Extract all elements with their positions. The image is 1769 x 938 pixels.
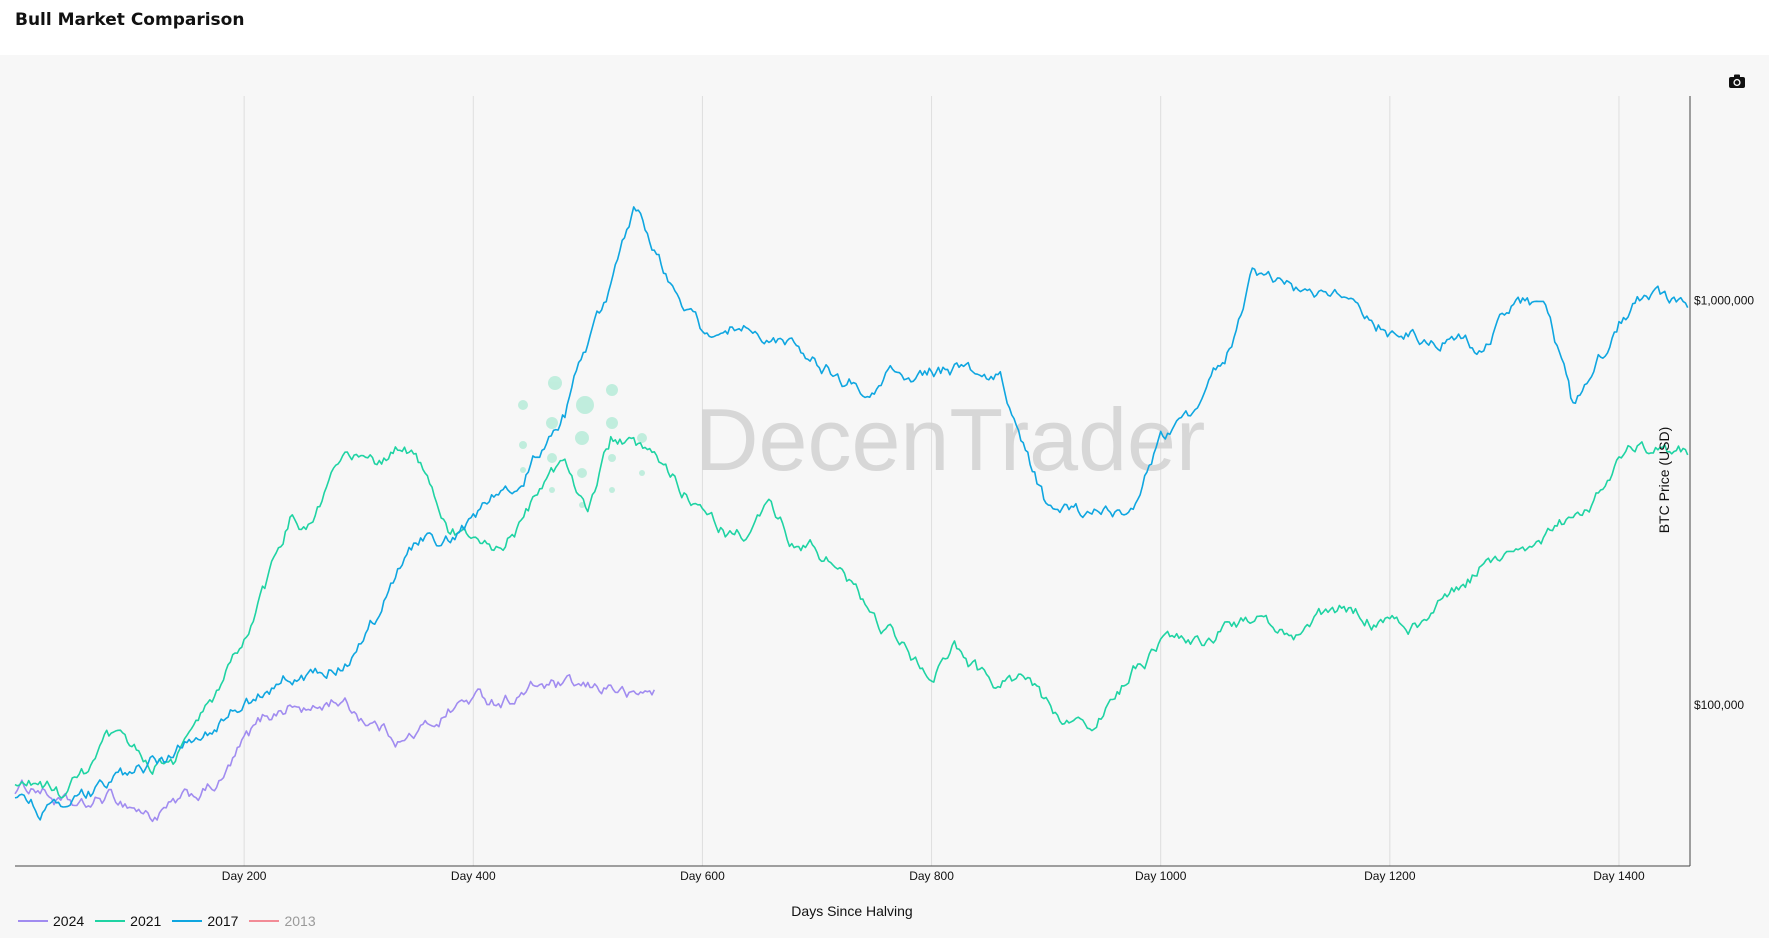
legend-swatch — [95, 920, 126, 922]
series-line-2024[interactable] — [14, 674, 656, 823]
x-tick-label: Day 1400 — [1593, 869, 1645, 883]
axes: Day 200 Day 400 Day 600 Day 800 Day 1000 Day … — [15, 96, 1754, 883]
page-title: Bull Market Comparison — [15, 10, 245, 30]
watermark: DecenTrader — [518, 376, 1205, 508]
y-tick-label: $100,000 — [1694, 698, 1744, 712]
legend-label: 2013 — [284, 913, 316, 929]
legend-label: 2024 — [53, 913, 85, 929]
legend-swatch — [18, 920, 48, 922]
legend: 2024 2021 2017 2013 — [18, 910, 327, 932]
header: Bull Market Comparison — [0, 0, 1769, 55]
legend-item-2013[interactable]: 2013 — [249, 913, 316, 929]
x-tick-label: Day 800 — [909, 869, 954, 883]
camera-icon-graphic — [1729, 74, 1745, 88]
series-line-2017[interactable] — [14, 206, 1689, 821]
series-line-2021[interactable] — [14, 435, 1689, 799]
legend-item-2021[interactable]: 2021 — [95, 913, 161, 929]
plot-background — [0, 55, 1769, 938]
legend-swatch — [249, 920, 280, 922]
y-tick-label: $1,000,000 — [1694, 293, 1754, 307]
watermark-text: DecenTrader — [695, 390, 1205, 489]
x-tick-label: Day 400 — [451, 869, 496, 883]
x-tick-label: Day 600 — [680, 869, 725, 883]
legend-item-2017[interactable]: 2017 — [172, 913, 238, 929]
legend-item-2024[interactable]: 2024 — [18, 913, 84, 929]
x-tick-label: Day 1200 — [1364, 869, 1416, 883]
camera-icon[interactable] — [1728, 73, 1750, 91]
legend-label: 2017 — [207, 913, 239, 929]
x-axis-title: Days Since Halving — [791, 903, 913, 919]
x-tick-label: Day 1000 — [1135, 869, 1187, 883]
y-axis-title: BTC Price (USD) — [1656, 426, 1672, 534]
series-lines — [14, 206, 1689, 823]
x-tick-label: Day 200 — [222, 869, 267, 883]
grid-lines — [243, 96, 1620, 866]
watermark-logo-icon — [518, 376, 647, 508]
legend-swatch — [172, 920, 203, 922]
legend-label: 2021 — [130, 913, 162, 929]
